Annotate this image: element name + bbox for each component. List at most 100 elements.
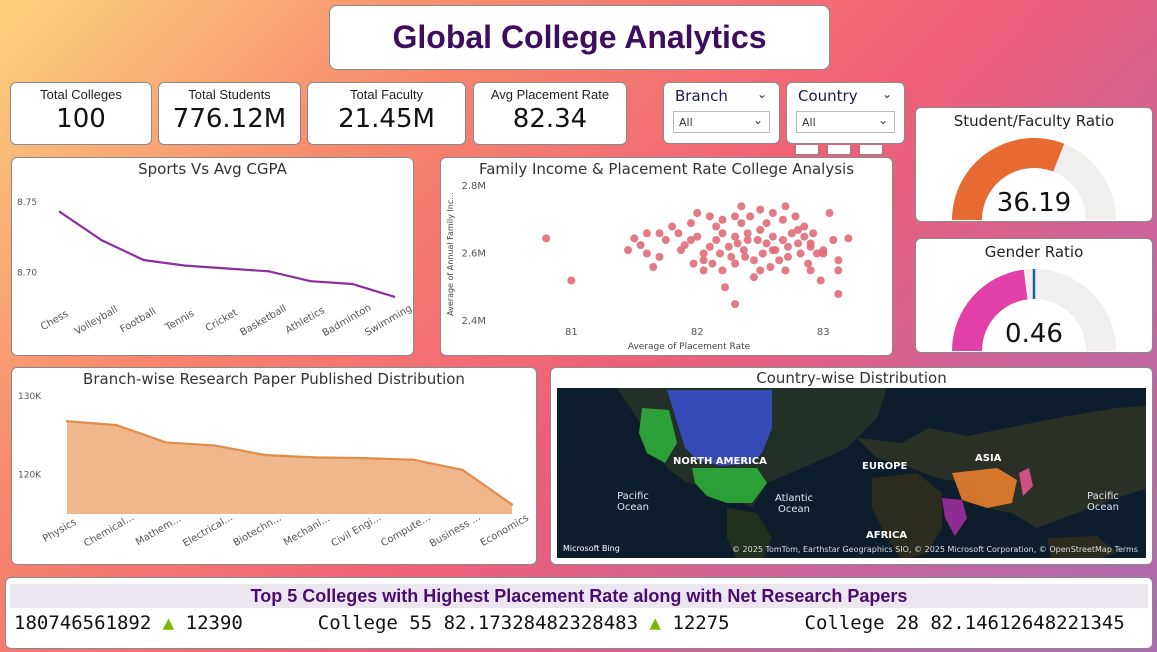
x-tick-label: Athletics (284, 305, 327, 336)
line-point (225, 267, 229, 270)
country-map-card: Country-wise Distribution NORTH AMERICA … (550, 367, 1153, 565)
slicer-title: Branch (675, 87, 728, 105)
scatter-point (743, 229, 752, 238)
scatter-point (844, 234, 853, 243)
eurasia-land (857, 406, 1146, 528)
branch-slicer[interactable]: Branch ⌄ All ⌄ (663, 82, 780, 144)
scatter-chart-svg: 2.8M 2.6M 2.4M 81 82 83 Average of Placement R… (446, 181, 853, 352)
scatter-point (731, 300, 740, 309)
scatter-point (567, 276, 576, 285)
scatter-point (731, 232, 740, 241)
scatter-point (768, 246, 777, 255)
region-label: NORTH AMERICA (673, 456, 767, 467)
scatter-point (727, 252, 736, 261)
y-tick-label: 8.70 (17, 269, 37, 279)
scatter-point (724, 242, 733, 251)
slicer-value: All (679, 116, 693, 129)
area-point (461, 468, 464, 472)
scatter-point (825, 209, 834, 217)
scatter-point (668, 222, 677, 231)
scatter-point (737, 202, 746, 211)
scatter-point (739, 246, 748, 255)
scatter-point (731, 212, 740, 221)
scatter-point (649, 263, 658, 271)
ticker-row: 180746561892 ▲ 12390 College 55 82.17328… (14, 612, 1144, 636)
china-region[interactable] (952, 468, 1017, 508)
area-line (66, 420, 513, 506)
branch-select[interactable]: All ⌄ (673, 111, 770, 133)
x-tick-label: Compute... (379, 512, 432, 549)
student-faculty-gauge: Student/Faculty Ratio 36.19 (915, 107, 1153, 222)
scatter-point (783, 242, 792, 251)
x-tick-label: Economics (479, 513, 531, 549)
chart-title: Branch-wise Research Paper Published Dis… (83, 370, 465, 388)
gauge-value: 0.46 (1005, 319, 1063, 349)
ocean-label: Atlantic Ocean (775, 493, 814, 515)
scatter-point (699, 249, 708, 258)
country-slicer[interactable]: Country ⌄ All ⌄ (786, 82, 905, 144)
chevron-down-icon[interactable]: ⌄ (881, 87, 892, 101)
line-point (184, 264, 187, 267)
country-select[interactable]: All ⌄ (796, 111, 895, 133)
scatter-point (806, 266, 815, 275)
kpi-label: Total Faculty (350, 87, 423, 102)
x-tick-label: 83 (817, 327, 830, 338)
scatter-point (749, 273, 758, 282)
scatter-point (687, 219, 695, 228)
scatter-point (781, 202, 790, 211)
kpi-value: 82.34 (512, 104, 588, 134)
scatter-point (746, 212, 755, 221)
x-tick-label: Mechani... (282, 513, 332, 548)
kpi-value: 21.45M (338, 104, 435, 134)
area-fill (67, 421, 512, 514)
branch-research-chart: Branch-wise Research Paper Published Dis… (11, 367, 537, 565)
gauge-fill (952, 269, 1028, 351)
scatter-point (787, 229, 796, 238)
alaska-region[interactable] (639, 408, 677, 463)
chevron-down-icon[interactable]: ⌄ (756, 87, 767, 101)
more-options-icon[interactable] (859, 145, 883, 155)
x-tick-label: Football (118, 306, 158, 335)
ticker-item-papers: 12390 (185, 612, 243, 634)
filter-icon[interactable] (795, 145, 819, 155)
kpi-label: Total Students (188, 87, 271, 102)
scatter-point (819, 249, 828, 258)
focus-mode-icon[interactable] (827, 145, 851, 155)
chevron-down-icon[interactable]: ⌄ (877, 113, 888, 127)
usa-region[interactable] (692, 468, 767, 503)
japan-region[interactable] (1019, 468, 1033, 496)
kpi-label: Total Colleges (40, 87, 122, 102)
x-tick-label: Tennis (163, 308, 196, 334)
area-point (214, 444, 217, 447)
scatter-point (718, 229, 727, 238)
chart-title: Country-wise Distribution (756, 369, 947, 387)
gender-ratio-gauge: Gender Ratio 0.46 (915, 238, 1153, 353)
x-tick-label: Cricket (204, 307, 240, 334)
india-region[interactable] (942, 498, 967, 536)
kpi-value: 776.12M (172, 104, 287, 134)
ticker-item-papers: 12275 (672, 612, 730, 634)
scatter-point (661, 236, 670, 244)
x-tick-label: 82 (691, 327, 704, 338)
area-point (164, 441, 168, 444)
line-point (100, 239, 103, 242)
gauge-svg (952, 269, 1116, 351)
scatter-point (796, 249, 805, 258)
scatter-point (743, 236, 752, 244)
up-arrow-icon: ▲ (162, 612, 175, 634)
scatter-point (705, 212, 714, 221)
ticker-item-text: 180746561892 (14, 612, 152, 634)
scatter-point (624, 246, 633, 255)
scatter-point (756, 205, 765, 214)
scatter-point (753, 236, 762, 244)
scatter-point (768, 232, 777, 241)
chart-title: Sports Vs Avg CGPA (138, 160, 287, 178)
scatter-point (800, 222, 809, 231)
y-tick-label: 2.8M (461, 181, 486, 192)
world-map[interactable]: NORTH AMERICA EUROPE ASIA AFRICA Pacific… (557, 388, 1146, 558)
map-credit[interactable]: © 2025 TomTom, Earthstar Geographics SIO… (732, 545, 1138, 554)
map-shapes (617, 388, 1146, 558)
canada-region[interactable] (667, 390, 772, 466)
chevron-down-icon[interactable]: ⌄ (752, 113, 763, 127)
kpi-total-faculty: Total Faculty 21.45M (307, 82, 466, 145)
